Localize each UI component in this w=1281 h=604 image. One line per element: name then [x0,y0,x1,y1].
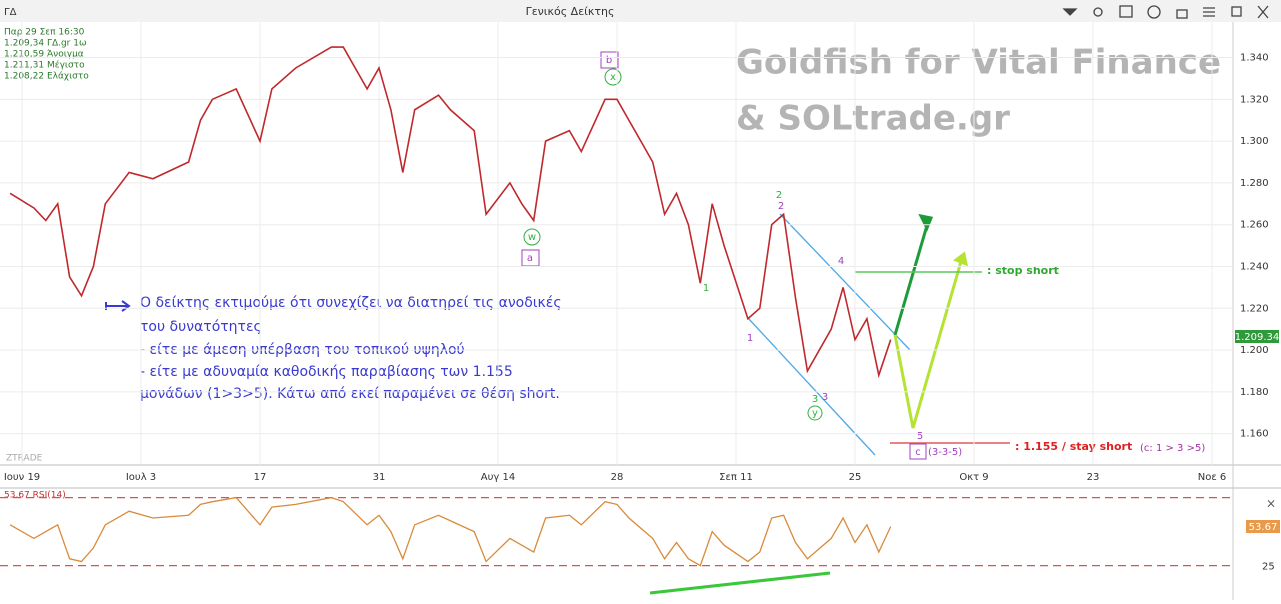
wave: b [606,55,612,66]
info-line: 1.208,22 Ελάχιστο [4,72,89,82]
price-tag-label: 1.209.34 [1235,332,1280,343]
price-tag [1235,330,1279,343]
y-tick-label: 1.180 [1240,387,1269,398]
info-line: Παρ 29 Σεπ 16:30 [4,28,85,38]
scenario-arrows [893,213,969,429]
x-tick-label: Σεπ 11 [719,472,753,483]
divergence-line [649,571,831,595]
x-tick-label: Ιουν 19 [4,472,40,483]
y-tick-label: 1.240 [1240,261,1269,272]
wave: (3-3-5) [928,447,962,458]
wave: 1 [747,333,753,344]
wave: 2 [776,190,782,201]
wave: 3 [812,394,818,405]
rsi-line [9,496,892,567]
comment: Ο δείκτης εκτιμούμε ότι συνεχίζει να δια… [140,295,562,311]
price-line [9,46,892,379]
y-tick-label: 1.280 [1240,178,1269,189]
x-tick-label: 23 [1087,472,1100,483]
x-tick-label: 25 [849,472,862,483]
comment: μονάδων (1>3>5). Κάτω από εκεί παραμένει… [140,386,560,402]
wave: 4 [838,256,844,267]
y-tick-label: 1.200 [1240,345,1269,356]
wave: c [915,447,921,458]
wave: 5 [917,431,923,442]
y-tick-label: 1.320 [1240,94,1269,105]
info-line: 1.211,31 Μέγιστο [4,60,85,71]
y-tick-label: 1.220 [1240,303,1269,314]
comment-arrow [105,300,131,312]
y-tick-label: 1.260 [1240,220,1269,231]
y-tick-label: 1.340 [1240,53,1269,64]
y-tick-label: 1.160 [1240,429,1269,440]
y-tick-label: 1.300 [1240,136,1269,147]
x-tick-label: 28 [611,472,624,483]
close-panel[interactable]: × [1266,497,1276,511]
info-line: 1.210,59 Άνοιγμα [4,50,84,60]
level-label: : 1.155 / stay short [1015,440,1132,453]
wave: x [610,72,616,83]
comment: - είτε με αδυναμία καθοδικής παραβίασης … [140,364,513,380]
rsi-tag-label: 53.67 [1249,522,1278,533]
window-title: Γενικός Δείκτης [526,5,615,18]
wave: y [812,408,818,419]
toolbar [0,0,1281,22]
brand: ZTRADE [6,454,43,464]
wave: 3 [822,392,828,403]
comment: του δυνατότητες [140,319,262,335]
wave: 1 [703,283,709,294]
rsi-tag [1246,520,1280,533]
rsi-label: 53.67 RSI(14) [4,491,66,501]
x-tick-label: 31 [373,472,386,483]
watermark: & SOLtrade.gr [736,99,1010,139]
x-tick-label: Αυγ 14 [481,472,515,483]
wave: 2 [778,201,784,212]
toolbar-icons[interactable] [1062,5,1269,19]
channel [747,213,911,456]
info-line: 1.209,34 ΓΔ.gr 1ω [4,39,87,49]
x-tick-label: Ιουλ 3 [126,472,156,483]
level-label: : stop short [987,264,1059,277]
x-tick-label: 17 [254,472,267,483]
watermark: Goldfish for Vital Finance [736,43,1221,83]
symbol: ΓΔ [4,7,17,18]
rsi-axis-label: 25 [1262,562,1275,573]
wave: a [527,253,533,264]
info-box: Παρ 29 Σεπ 16:30 1.209,34 ΓΔ.gr 1ω 1.210… [4,28,89,82]
level-label: (c: 1 > 3 >5) [1140,443,1205,454]
x-tick-label: Οκτ 9 [959,472,988,483]
wave: w [528,232,536,243]
x-tick-label: Νοε 6 [1198,472,1227,483]
